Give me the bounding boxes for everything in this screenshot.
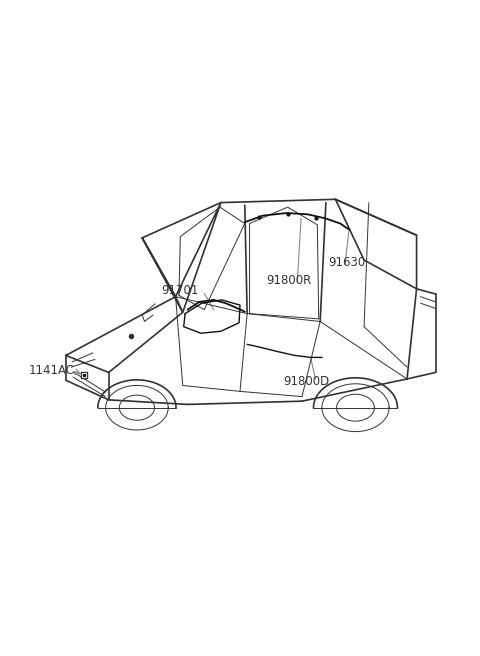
Text: 91800D: 91800D xyxy=(283,375,329,388)
Polygon shape xyxy=(63,201,436,400)
Text: 91630: 91630 xyxy=(328,256,366,269)
Text: 91701: 91701 xyxy=(161,284,199,297)
Text: 1141AC: 1141AC xyxy=(29,364,75,377)
Text: 91800R: 91800R xyxy=(266,274,312,287)
